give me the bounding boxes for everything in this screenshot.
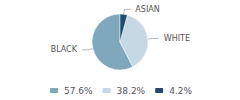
svg-text:4.2%: 4.2%: [169, 86, 192, 96]
svg-text:ASIAN: ASIAN: [135, 5, 159, 14]
svg-text:38.2%: 38.2%: [117, 86, 146, 96]
svg-text:BLACK: BLACK: [51, 45, 78, 54]
svg-text:57.6%: 57.6%: [64, 86, 93, 96]
svg-text:WHITE: WHITE: [164, 34, 190, 43]
